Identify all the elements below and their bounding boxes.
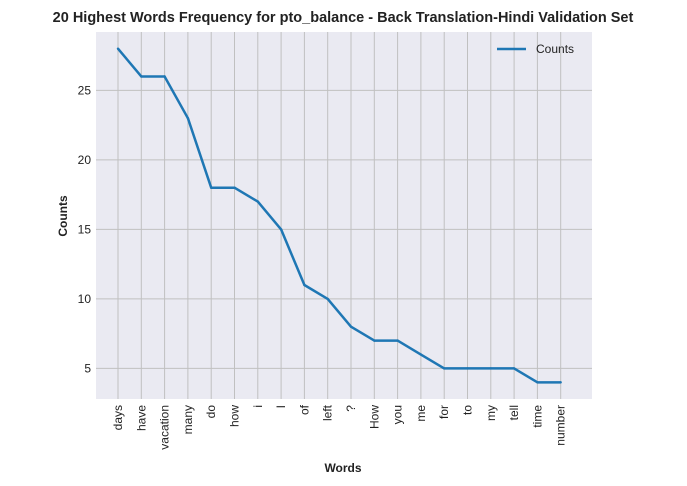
x-tick-label: How	[367, 405, 381, 429]
x-gridlines	[117, 32, 562, 399]
data-point	[512, 367, 516, 370]
x-tick-label: of	[297, 404, 311, 415]
x-tick-label: tell	[507, 405, 521, 420]
x-tick-label: ?	[344, 405, 358, 412]
data-point	[536, 381, 539, 384]
data-point	[489, 367, 492, 370]
x-tick-label: do	[204, 405, 218, 419]
x-tick-label: left	[321, 404, 335, 421]
x-tick-label: me	[414, 405, 428, 422]
data-point	[163, 75, 166, 78]
y-tick-label: 25	[78, 83, 92, 97]
data-point	[210, 186, 213, 189]
chart-title: 20 Highest Words Frequency for pto_balan…	[53, 10, 634, 26]
x-tick-label: to	[461, 405, 475, 415]
series-line-counts	[117, 47, 561, 384]
x-tick-label: vacation	[158, 405, 172, 450]
y-tick-labels: 5 10 15 20 25	[78, 83, 92, 375]
data-point	[443, 367, 446, 370]
data-point	[256, 200, 259, 203]
data-point	[419, 353, 423, 356]
legend-label-counts: Counts	[536, 42, 574, 56]
data-point	[396, 339, 399, 342]
data-point	[186, 116, 190, 120]
x-tick-label: many	[181, 405, 195, 434]
series-group	[116, 47, 562, 384]
x-tick-label: days	[111, 405, 125, 430]
data-point	[466, 367, 469, 370]
x-tick-label: my	[484, 405, 498, 421]
x-tick-label: for	[437, 405, 451, 419]
y-axis-label: Counts	[56, 195, 70, 237]
plot-area	[96, 32, 592, 399]
x-tick-label: i	[251, 405, 265, 408]
x-tick-label: have	[134, 405, 148, 431]
y-gridlines	[96, 89, 592, 369]
data-point	[373, 339, 376, 342]
x-tick-label: time	[530, 405, 544, 428]
y-tick-label: 10	[78, 292, 92, 306]
data-point	[303, 283, 306, 287]
x-tick-label: you	[391, 405, 405, 424]
data-point	[233, 186, 236, 189]
data-point	[140, 75, 143, 78]
x-axis-label: Words	[324, 461, 361, 475]
x-tick-label: I	[274, 405, 288, 408]
x-tick-label: number	[554, 405, 568, 446]
y-tick-label: 5	[84, 361, 91, 375]
y-tick-label: 20	[78, 153, 92, 167]
y-tick-label: 15	[78, 222, 92, 236]
legend: Counts	[497, 42, 574, 56]
data-point	[559, 381, 562, 384]
data-point	[116, 47, 120, 50]
data-point	[279, 228, 283, 231]
data-point	[326, 297, 329, 301]
data-point	[349, 325, 353, 328]
x-tick-label: how	[228, 405, 242, 427]
